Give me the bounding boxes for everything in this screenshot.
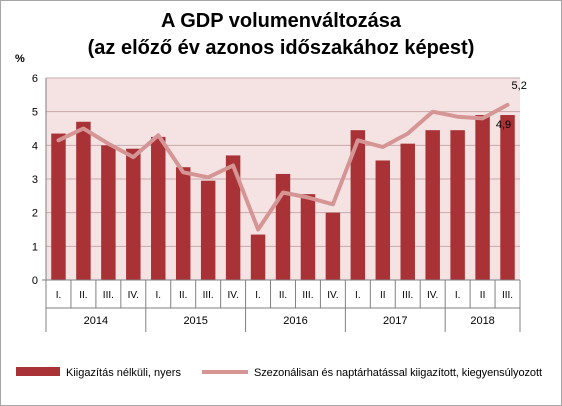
x-tick-label: II. [179, 290, 187, 301]
y-axis-label: % [15, 53, 25, 65]
bar [225, 155, 241, 280]
bar [250, 234, 266, 280]
x-tick-label: IV. [427, 290, 438, 301]
bar [275, 173, 291, 280]
bar [500, 115, 515, 281]
bar [175, 167, 191, 280]
bar [151, 136, 166, 280]
bar [375, 160, 391, 280]
data-label: 4,9 [496, 119, 511, 131]
legend-label: Kiigazítás nélküli, nyers [66, 367, 181, 379]
bar [51, 133, 66, 280]
bar [126, 148, 141, 280]
x-tick-label: III. [103, 290, 114, 301]
year-label: 2014 [84, 315, 108, 327]
chart-title-line2: (az előző év azonos időszakához képest) [87, 37, 475, 59]
series-line [56, 102, 510, 232]
x-tick-label: I. [455, 290, 461, 301]
bar [475, 115, 490, 281]
x-tick-label: III. [502, 290, 513, 301]
year-label: 2018 [470, 315, 494, 327]
chart-title-line1: A GDP volumenváltozása [160, 10, 402, 32]
x-tick-label: I. [155, 290, 161, 301]
x-tick-label: II. [79, 290, 87, 301]
y-tick-label: 2 [32, 208, 38, 220]
bar [400, 143, 415, 280]
bar [325, 212, 341, 280]
legend-label: Szezonálisan és naptárhatással kiigazíto… [254, 367, 542, 379]
bar [200, 180, 216, 280]
bar [450, 130, 465, 280]
x-tick-label: II [480, 290, 486, 301]
legend-swatch-bar [16, 367, 60, 376]
x-tick-label: III. [402, 290, 413, 301]
x-tick-label: IV. [227, 290, 238, 301]
y-tick-label: 0 [32, 275, 38, 287]
chart-title: A GDP volumenváltozása (az előző év azon… [0, 8, 562, 62]
y-tick-label: 4 [32, 140, 38, 152]
year-label: 2017 [383, 315, 407, 327]
x-tick-label: I. [56, 290, 62, 301]
x-tick-label: I. [355, 290, 361, 301]
x-tick-label: IV. [327, 290, 338, 301]
x-tick-label: III. [203, 290, 214, 301]
bar [300, 194, 316, 280]
x-tick-label: II. [279, 290, 287, 301]
year-label: 2016 [283, 315, 307, 327]
y-tick-label: 1 [32, 241, 38, 253]
x-tick-label: IV. [128, 290, 139, 301]
y-tick-label: 3 [32, 174, 38, 186]
bar [76, 121, 91, 281]
x-tick-label: II [380, 290, 386, 301]
bar [101, 145, 116, 280]
bar [425, 130, 440, 280]
year-label: 2015 [183, 315, 207, 327]
bar [350, 130, 366, 280]
x-tick-label: I. [255, 290, 261, 301]
y-tick-label: 6 [32, 73, 38, 85]
x-tick-label: III. [302, 290, 313, 301]
data-label: 5,2 [512, 80, 527, 92]
y-tick-label: 5 [32, 107, 38, 119]
